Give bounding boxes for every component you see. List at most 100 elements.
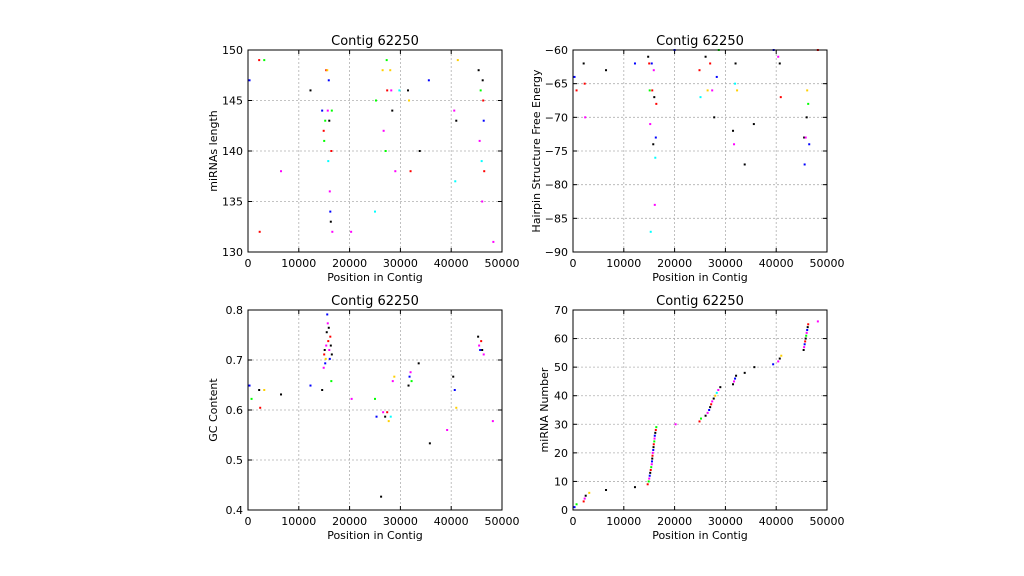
data-point (706, 89, 709, 92)
chart-title: Contig 62250 (656, 294, 744, 309)
data-point (248, 384, 251, 387)
data-point (780, 354, 783, 357)
data-point (804, 136, 807, 139)
data-point (743, 163, 746, 166)
data-point (653, 203, 656, 206)
data-point (328, 357, 331, 360)
data-point (803, 346, 806, 349)
x-tick-label: 10000 (281, 515, 316, 528)
y-tick-label: 70 (554, 304, 568, 317)
y-axis-label: miRNA Number (538, 367, 551, 452)
plot-area (248, 310, 502, 510)
data-point (327, 326, 330, 329)
data-point (752, 123, 755, 126)
data-point (324, 362, 327, 365)
data-point (408, 99, 411, 102)
data-point (324, 357, 327, 360)
data-point (646, 483, 649, 486)
data-point (588, 491, 591, 494)
data-point (258, 59, 261, 62)
data-point (699, 96, 702, 99)
data-point (651, 451, 654, 454)
data-point (709, 62, 712, 65)
data-point (734, 82, 737, 85)
data-point (655, 426, 658, 429)
y-tick-label: 10 (554, 475, 568, 488)
data-point (330, 380, 333, 383)
data-point (573, 75, 576, 78)
data-point (327, 340, 330, 343)
data-point (259, 406, 262, 409)
data-point (648, 89, 651, 92)
chart-title: Contig 62250 (331, 34, 419, 49)
data-point (374, 210, 376, 213)
x-tick-label: 20000 (332, 515, 367, 528)
plot-area (573, 310, 827, 510)
data-point (328, 190, 331, 193)
data-point (733, 380, 736, 383)
data-point (649, 469, 652, 471)
x-tick-label: 40000 (759, 257, 794, 270)
data-point (808, 143, 811, 146)
data-point (649, 471, 652, 474)
data-point (654, 156, 657, 159)
data-point (391, 109, 394, 112)
plot-area (248, 50, 502, 252)
data-point (389, 69, 392, 72)
data-point (713, 116, 716, 119)
panel-gc-content: 0 10000 20000 30000 40000 50000 0.4 0.5 0.6 0.7 0.… (207, 294, 520, 542)
data-point (651, 457, 654, 460)
data-point (330, 109, 333, 112)
data-point (651, 89, 654, 92)
data-point (427, 79, 430, 82)
data-point (482, 99, 485, 102)
panel-mirna-length: 0 10000 20000 30000 40000 50000 130 135 140 145 15… (207, 34, 520, 284)
data-point (393, 375, 396, 378)
data-point (481, 349, 484, 351)
data-point (807, 102, 810, 105)
data-point (325, 331, 328, 334)
data-point (446, 429, 449, 431)
data-point (706, 411, 709, 414)
data-point (633, 62, 636, 65)
data-point (652, 446, 655, 449)
data-point (250, 397, 253, 400)
data-point (654, 431, 657, 434)
data-point (779, 96, 782, 99)
data-point (263, 59, 266, 62)
data-point (455, 406, 458, 409)
y-tick-label: 150 (222, 44, 243, 57)
data-point (653, 437, 656, 440)
data-point (453, 109, 456, 112)
x-tick-label: 20000 (657, 257, 692, 270)
x-axis-label: Position in Contig (652, 271, 748, 284)
data-point (329, 210, 332, 213)
data-point (350, 397, 353, 400)
data-point (409, 371, 412, 374)
x-tick-label: 20000 (332, 257, 367, 270)
data-point (732, 129, 735, 132)
y-tick-label: 60 (554, 333, 568, 346)
y-axis-label: Hairpin Structure Free Energy (530, 69, 543, 233)
x-tick-label: 40000 (759, 515, 794, 528)
data-point (753, 366, 756, 369)
data-point (482, 353, 485, 356)
data-point (409, 170, 412, 173)
data-point (482, 119, 485, 122)
y-axis-label: GC Content (207, 378, 220, 442)
x-tick-label: 10000 (606, 257, 641, 270)
x-tick-label: 30000 (708, 515, 743, 528)
data-point (807, 323, 810, 326)
y-tick-label: −85 (545, 212, 568, 225)
y-tick-label: 135 (222, 196, 243, 209)
y-tick-label: −60 (545, 44, 568, 57)
data-point (479, 89, 482, 92)
data-point (380, 495, 383, 498)
x-tick-label: 0 (570, 515, 577, 528)
data-point (390, 89, 393, 92)
data-point (480, 160, 483, 163)
plot-frame (572, 309, 828, 511)
data-point (714, 394, 717, 397)
y-tick-label: −80 (545, 179, 568, 192)
